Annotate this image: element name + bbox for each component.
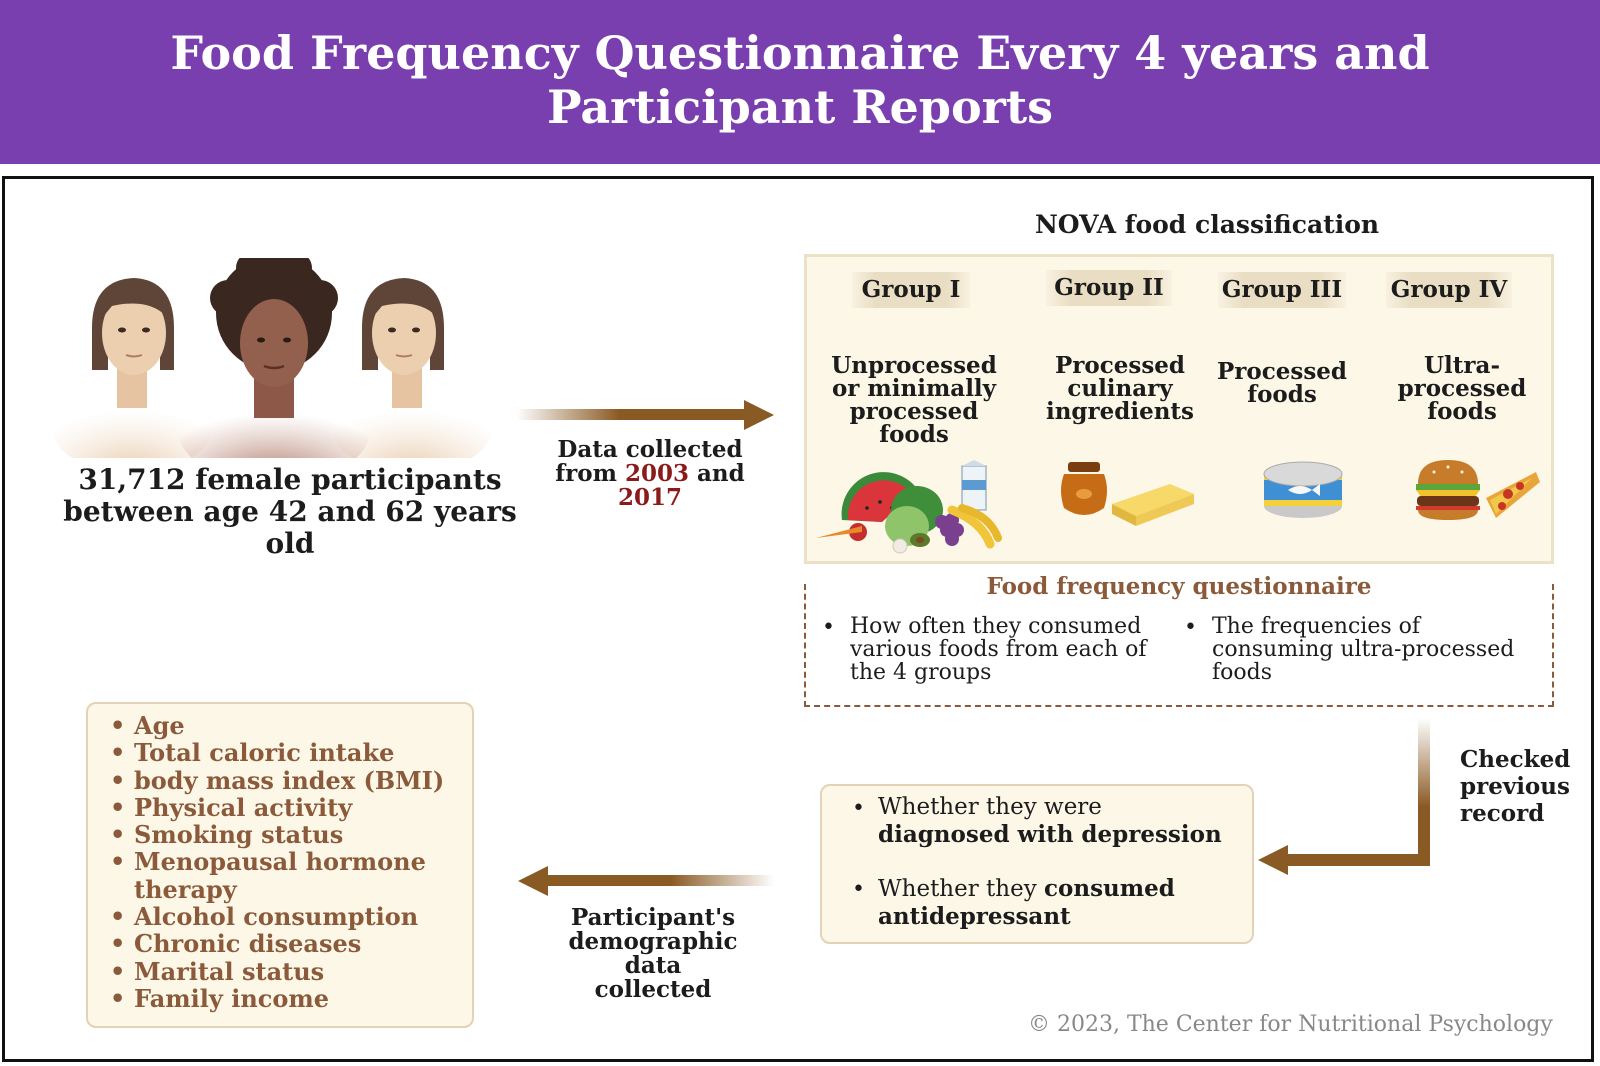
group-1-label: Group I xyxy=(852,272,970,308)
bullet-icon: • xyxy=(1184,615,1197,640)
group-3-label: Group III xyxy=(1218,272,1346,308)
antidepressant-item: Whether they consumed antidepressant xyxy=(878,875,1175,930)
group-2-description: Processed culinary ingredients xyxy=(1045,352,1195,425)
start-year: 2003 xyxy=(624,460,689,487)
demographics-box: Age Total caloric intake body mass index… xyxy=(86,702,474,1028)
group-3-description: Processed foods xyxy=(1216,358,1347,408)
list-item: Age xyxy=(108,712,444,740)
list-item: Family income xyxy=(108,985,444,1013)
list-item: Menopausal hormone xyxy=(108,848,444,876)
copyright-notice: © 2023, The Center for Nutritional Psych… xyxy=(1028,1012,1553,1037)
group-4-description: Ultra- processed foods xyxy=(1397,352,1527,425)
group-4-label: Group IV xyxy=(1386,272,1512,308)
canned-fish-icon xyxy=(1263,461,1343,518)
page-title: Food Frequency Questionnaire Every 4 yea… xyxy=(170,26,1430,134)
data-collected-label: Data collected from 2003 and 2017 xyxy=(536,438,764,510)
list-item: body mass index (BMI) xyxy=(108,766,444,794)
depression-diagnosis-item: Whether they were diagnosed with depress… xyxy=(878,794,1222,848)
bullet-icon: • xyxy=(822,615,835,640)
participant-left-icon xyxy=(52,278,212,458)
ffq-dashed-box xyxy=(804,584,1554,707)
depression-record-box xyxy=(820,784,1254,944)
arrow-to-demographics-icon xyxy=(518,866,774,896)
group-1-description: Unprocessed or minimally processed foods xyxy=(831,352,997,448)
list-item: Total caloric intake xyxy=(108,739,444,767)
participant-middle-icon xyxy=(179,258,369,458)
ffq-item-2: The frequencies of consuming ultra-proce… xyxy=(1212,614,1515,685)
arrow-to-nova-icon xyxy=(516,400,774,430)
checked-previous-record-label: Checked previous record xyxy=(1460,746,1571,827)
list-item-continuation: therapy xyxy=(134,874,237,904)
list-item: Alcohol consumption xyxy=(108,903,444,931)
demographic-data-label: Participant's demographic data collected xyxy=(568,904,738,1003)
participant-right-icon xyxy=(332,278,492,458)
bullet-icon: • xyxy=(852,877,865,902)
list-item: Chronic diseases xyxy=(108,930,444,958)
participants-description: 31,712 female participants between age 4… xyxy=(63,463,517,560)
list-item: Smoking status xyxy=(108,821,444,849)
honey-butter-icon xyxy=(1061,462,1194,526)
ffq-title: Food frequency questionnaire xyxy=(986,573,1372,600)
end-year: 2017 xyxy=(617,484,682,511)
demographics-list: Age Total caloric intake body mass index… xyxy=(108,712,444,1013)
title-banner xyxy=(0,0,1600,164)
female-participants-illustration xyxy=(52,258,492,458)
content-frame xyxy=(2,176,1594,1062)
burger-pizza-icon xyxy=(1416,460,1540,520)
nova-title: NOVA food classification xyxy=(1034,210,1380,239)
ffq-item-1: How often they consumed various foods fr… xyxy=(850,614,1147,685)
checked-record-arrow-icon xyxy=(1258,718,1430,875)
group-2-label: Group II xyxy=(1046,270,1172,306)
list-item: Physical activity xyxy=(108,794,444,822)
list-item: Marital status xyxy=(108,957,444,985)
bullet-icon: • xyxy=(852,796,865,821)
fresh-produce-icon xyxy=(816,460,1002,554)
